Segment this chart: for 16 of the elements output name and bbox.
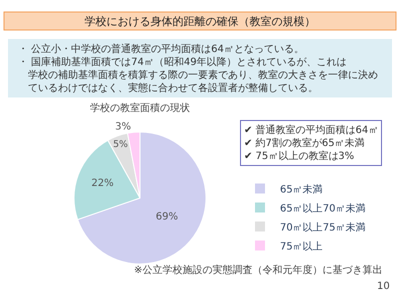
legend-label: 70㎡以上75㎡未満 [280,221,366,234]
text: ・ 公立小・中学校の普通教室の平均面積は64㎡となっている。 [18,43,304,55]
data-label: 69% [156,212,178,223]
data-label: 22% [91,178,114,190]
data-label: 3% [115,121,131,132]
legend-label: 65㎡未満 [280,183,323,196]
text: ※公立学校施設の実態調査（令和元年度）に基づき算出 [134,264,382,276]
legend-label: 75㎡以上 [280,240,323,252]
text: ・ 国庫補助基準面積では74㎡（昭和49年以降）とされているが、これは学校の補助基準面積を積算する際の一要素であり、教室の大きさを一律に決めているわけではなく、実態に合わせて各設置者が整備している。 [18,56,378,94]
legend-label: 65㎡以上70㎡未満 [280,202,366,214]
chart-subtitle: 学校の教室面積の現状 [90,102,190,114]
text: 10 [377,281,390,292]
chart-title: 学校における身体的距離の確保（教室の規模） [84,14,316,28]
data-label: 5% [113,138,128,150]
text: ✔ 普通教室の平均面積は64㎡ ✔ 約7割の教室が65㎡未満 ✔ 75㎡以上の教室は3% [244,124,378,162]
pie-slice [77,132,206,264]
